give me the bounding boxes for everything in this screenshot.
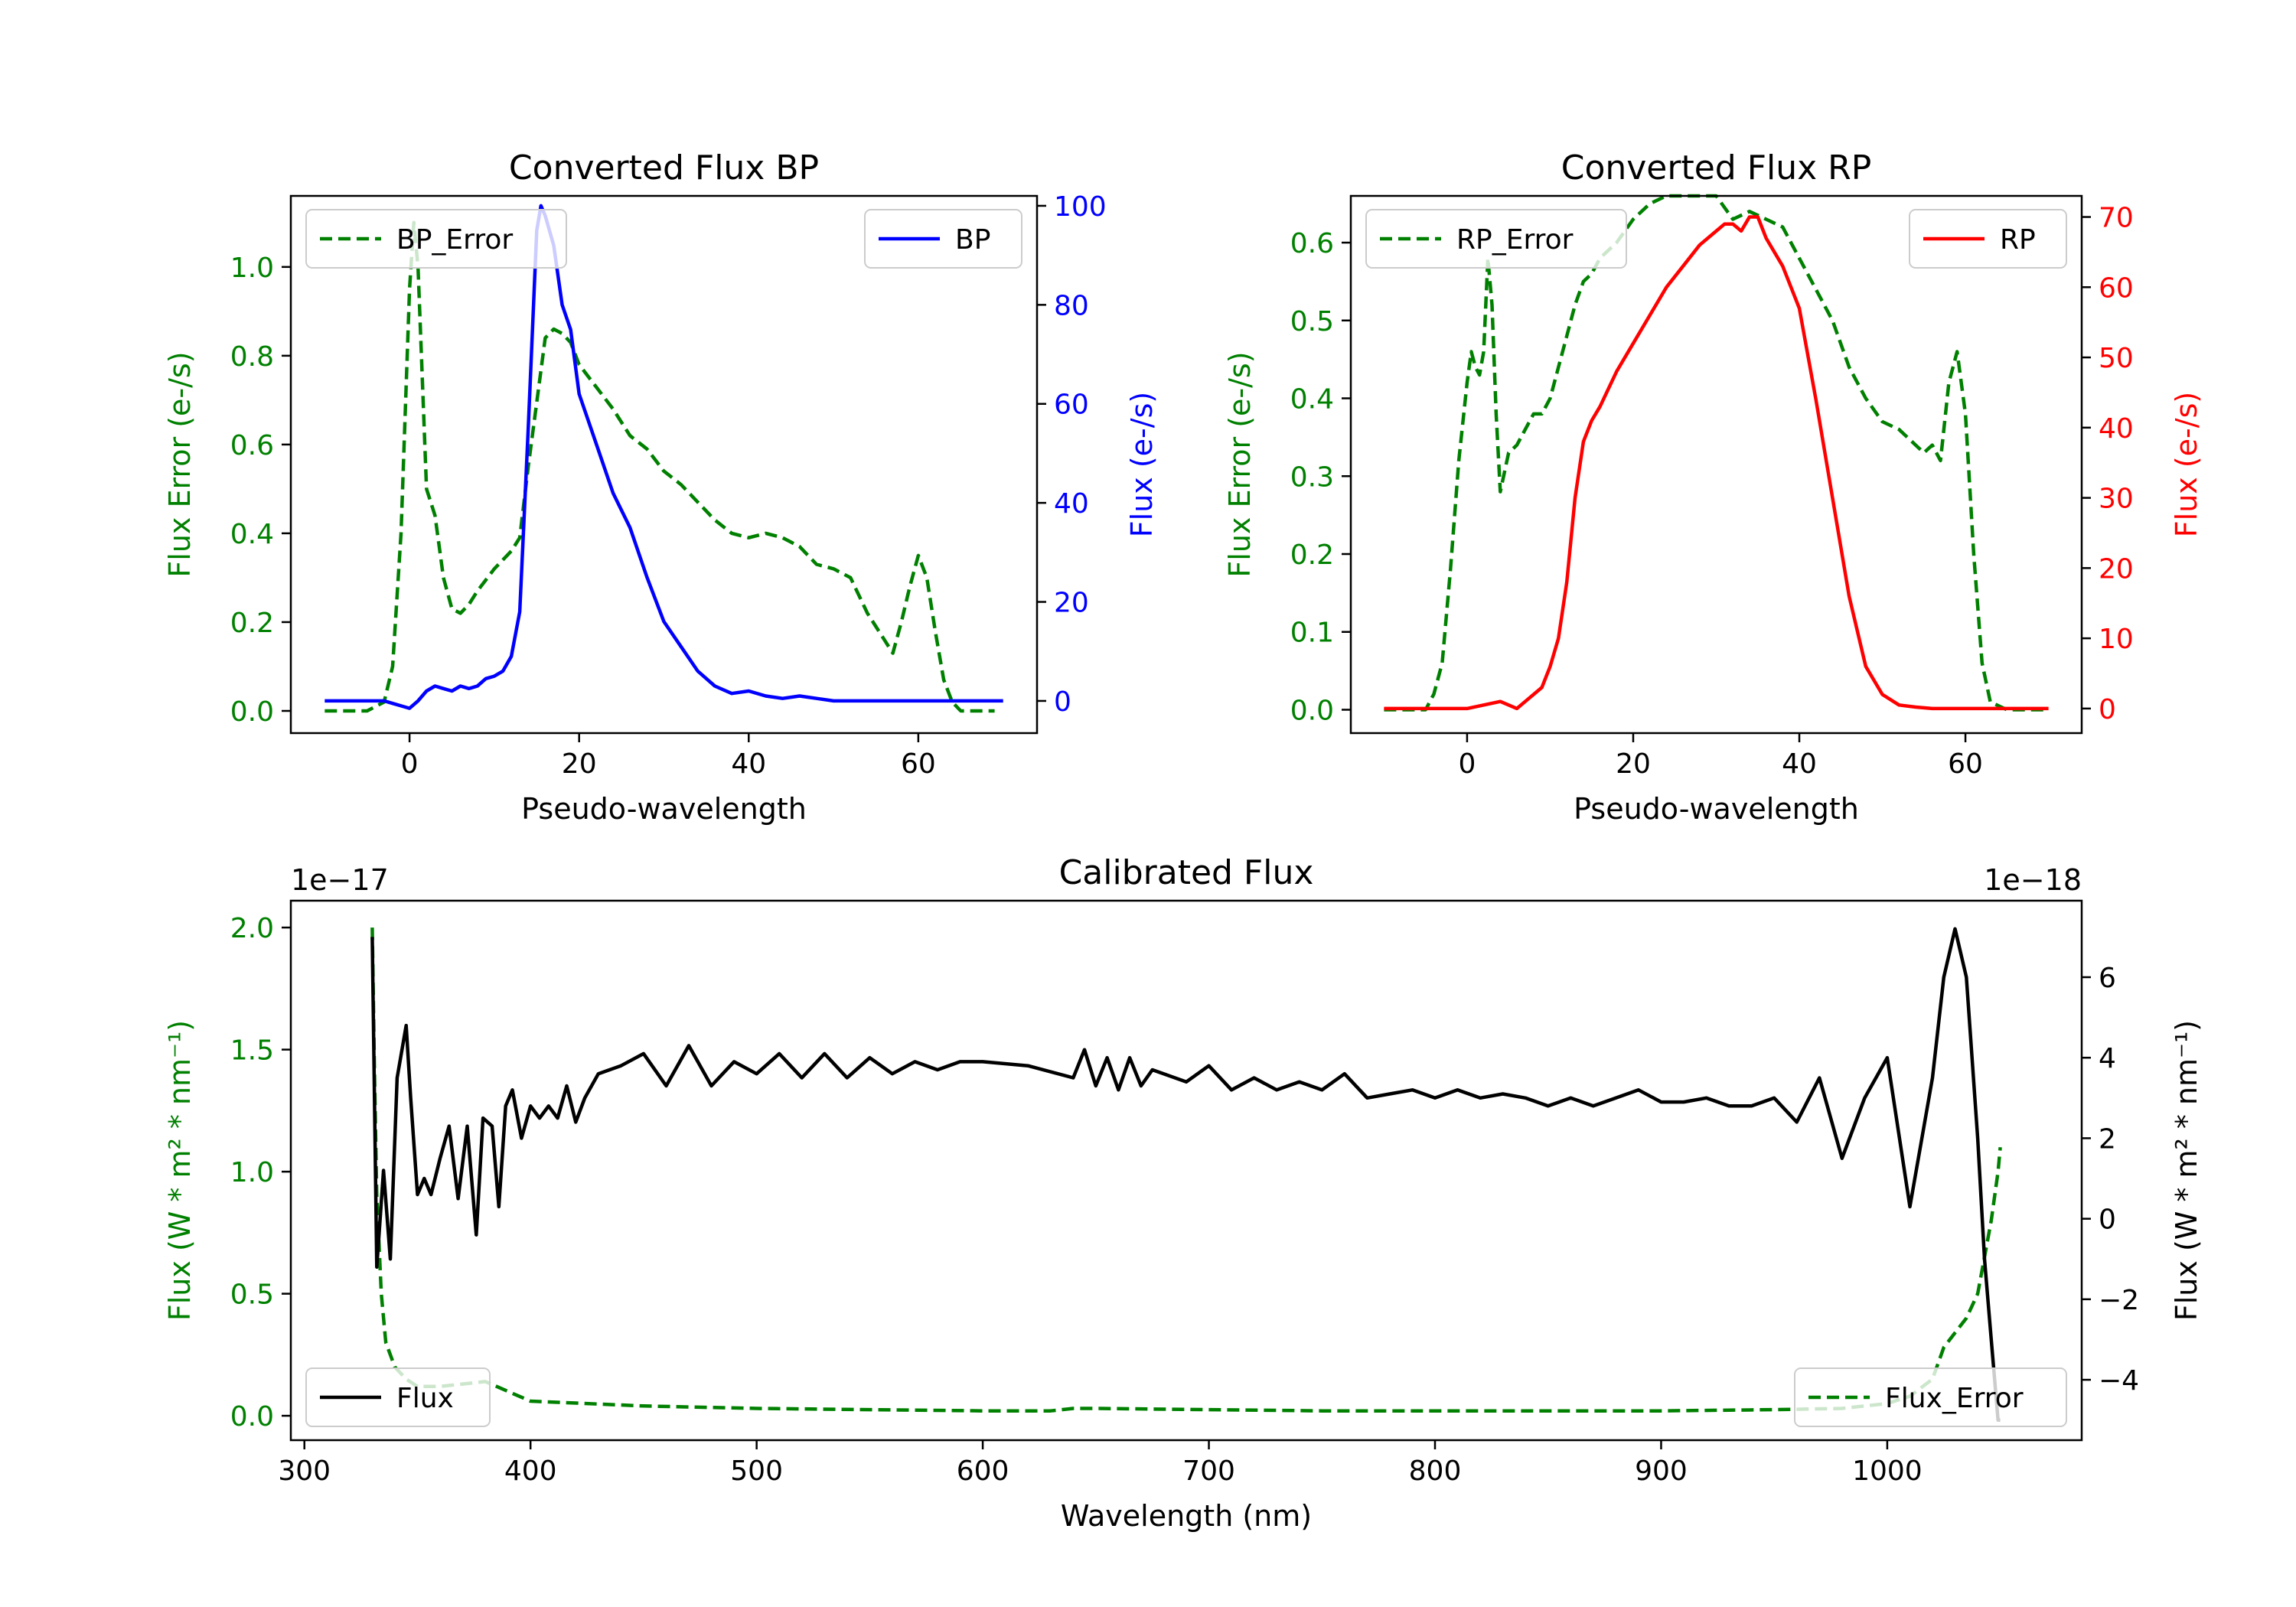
legend-rp-error: RP_Error (1365, 209, 1627, 269)
y-right-tick-label: −2 (2099, 1285, 2139, 1316)
legend-label: Flux (396, 1383, 454, 1414)
y-right-tick-label: −4 (2099, 1365, 2139, 1397)
y-right-tick-label: 40 (2099, 413, 2134, 445)
x-axis-label: Pseudo-wavelength (521, 792, 807, 826)
y-left-tick-label: 0.0 (230, 696, 274, 728)
y-left-tick-label: 0.6 (1290, 228, 1334, 259)
y-right-tick-label: 40 (1054, 488, 1089, 520)
y-left-tick-label: 0.2 (1290, 539, 1334, 571)
y-left-tick-label: 0.5 (1290, 306, 1334, 337)
x-tick-label: 700 (1182, 1455, 1235, 1487)
y-left-tick-label: 0.1 (1290, 618, 1334, 649)
series-line-bp-error (325, 220, 995, 713)
x-tick-label: 40 (731, 748, 766, 780)
y-right-tick-label: 70 (2099, 203, 2134, 234)
series-line-rp (1384, 215, 2049, 711)
x-tick-label: 800 (1409, 1455, 1462, 1487)
legend-bp-error: BP_Error (305, 209, 567, 269)
y-right-axis-label: Flux (W * m² * nm⁻¹) (2170, 1020, 2203, 1321)
x-tick-label: 60 (1948, 748, 1983, 780)
x-tick-label: 400 (504, 1455, 557, 1487)
panel-converted-flux-rp: 0 20 40 60 0.0 0.1 0.2 0.3 0.4 0.5 0.6 0 10 20 30 40 50 6… (1223, 148, 2203, 826)
x-axis-label: Wavelength (nm) (1061, 1499, 1312, 1533)
chart-title: Converted Flux BP (509, 148, 819, 187)
chart-title: Calibrated Flux (1059, 853, 1314, 892)
legend-flux: Flux (305, 1367, 491, 1427)
y-left-tick-label: 0.8 (230, 341, 274, 373)
y-left-tick-label: 0.5 (230, 1279, 274, 1311)
y-right-tick-label: 80 (1054, 290, 1089, 321)
y-right-tick-label: 4 (2099, 1043, 2116, 1074)
plot-frame (1349, 194, 2083, 735)
chart-title: Converted Flux RP (1561, 148, 1872, 187)
y-left-axis-label: Flux Error (e-/s) (1223, 351, 1257, 577)
x-tick-label: 600 (957, 1455, 1009, 1487)
x-tick-label: 1000 (1852, 1455, 1923, 1487)
y-left-offset-label: 1e−17 (291, 863, 389, 897)
x-tick-label: 500 (730, 1455, 783, 1487)
y-right-tick-label: 0 (2099, 694, 2116, 725)
legend-flux-error: Flux_Error (1794, 1367, 2067, 1427)
legend-box (1909, 209, 2067, 269)
plot-frame (289, 899, 2083, 1442)
y-left-tick-label: 0.0 (1290, 695, 1334, 726)
legend-label: BP (955, 224, 990, 256)
x-axis-label: Pseudo-wavelength (1574, 792, 1859, 826)
y-right-tick-label: 20 (1054, 588, 1089, 619)
panel-converted-flux-bp: 0 20 40 60 0.0 0.2 0.4 0.6 0.8 1.0 0 20 40 60 80 100 Con… (163, 148, 1159, 826)
legend-bp: BP (864, 209, 1022, 269)
y-right-tick-label: 50 (2099, 343, 2134, 374)
y-left-axis-label: Flux (W * m² * nm⁻¹) (163, 1020, 197, 1321)
x-tick-label: 300 (278, 1455, 331, 1487)
legend-box (864, 209, 1022, 269)
legend-box (1365, 209, 1627, 269)
y-left-tick-label: 0.0 (230, 1401, 274, 1433)
legend-label: Flux_Error (1885, 1383, 2024, 1414)
legend-box (305, 1367, 491, 1427)
y-left-tick-label: 0.6 (230, 430, 274, 461)
legend-label: BP_Error (396, 224, 513, 256)
y-left-tick-label: 1.5 (230, 1035, 274, 1067)
plot-frame (289, 194, 1039, 735)
legend-box (1794, 1367, 2067, 1427)
legend-label: RP_Error (1456, 224, 1574, 256)
y-right-tick-label: 30 (2099, 484, 2134, 515)
y-left-tick-label: 1.0 (230, 253, 274, 284)
y-right-tick-label: 100 (1054, 191, 1107, 223)
x-tick-label: 60 (901, 748, 936, 780)
y-right-offset-label: 1e−18 (1984, 863, 2082, 897)
y-left-tick-label: 1.0 (230, 1157, 274, 1188)
y-left-tick-label: 0.3 (1290, 461, 1334, 493)
y-right-tick-label: 0 (1054, 686, 1071, 718)
y-right-tick-label: 6 (2099, 963, 2116, 994)
x-tick-label: 20 (1616, 748, 1651, 780)
y-right-tick-label: 0 (2099, 1204, 2116, 1236)
y-right-axis-label: Flux (e-/s) (1125, 392, 1159, 537)
legend-label: RP (2000, 224, 2036, 256)
legend-box (305, 209, 567, 269)
y-right-tick-label: 60 (1054, 390, 1089, 421)
x-tick-label: 900 (1635, 1455, 1688, 1487)
panel-calibrated-flux: 300 400 500 600 700 800 900 1000 0.0 0.5 1.0 1.5 2.0… (163, 853, 2203, 1533)
y-left-tick-label: 0.4 (230, 519, 274, 550)
x-tick-label: 40 (1782, 748, 1817, 780)
x-tick-label: 0 (401, 748, 419, 780)
y-right-tick-label: 10 (2099, 624, 2134, 655)
y-right-axis-label: Flux (e-/s) (2170, 392, 2203, 537)
legend-rp: RP (1909, 209, 2067, 269)
y-left-tick-label: 0.4 (1290, 384, 1334, 416)
y-left-axis-label: Flux Error (e-/s) (163, 351, 197, 577)
y-right-tick-label: 20 (2099, 553, 2134, 585)
y-left-tick-label: 2.0 (230, 913, 274, 944)
x-tick-label: 0 (1458, 748, 1476, 780)
x-tick-label: 20 (562, 748, 597, 780)
y-right-tick-label: 60 (2099, 272, 2134, 304)
series-line-rp-error (1384, 194, 2049, 712)
y-right-tick-label: 2 (2099, 1123, 2116, 1155)
y-left-tick-label: 0.2 (230, 608, 274, 639)
series-line-flux (370, 927, 2001, 1422)
